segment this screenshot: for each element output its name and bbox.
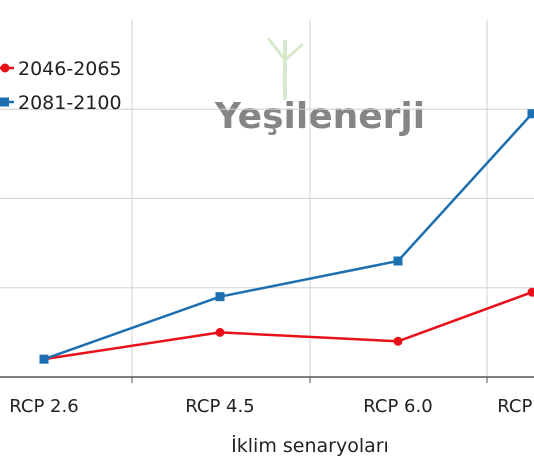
data-point-marker [216,292,225,301]
watermark-logo: Yeşilenerji [214,38,425,137]
x-tick-label: RCP 8.5 [497,396,534,417]
wind-turbine-icon [268,38,303,100]
x-tick-label: RCP 6.0 [363,396,432,417]
series-lines [44,114,532,359]
legend-label: 2081-2100 [18,92,122,114]
x-tick-label: RCP 2.6 [9,396,78,417]
series-markers [40,109,534,363]
data-point-marker [394,256,403,265]
watermark-text: Yeşilenerji [214,96,425,137]
legend: 2046-2065 2081-2100 [0,58,122,114]
series-line-1 [44,114,532,359]
data-point-marker [528,288,534,297]
x-tick-labels: RCP 2.6 RCP 4.5 RCP 6.0 RCP 8.5 [9,396,534,417]
data-point-marker [40,355,49,364]
x-axis-title: İklim senaryoları [231,434,389,457]
series-line-0 [44,292,532,359]
legend-marker [1,64,10,73]
data-point-marker [216,328,225,337]
x-tick-label: RCP 4.5 [185,396,254,417]
data-point-marker [528,109,534,118]
data-point-marker [394,337,403,346]
legend-marker [0,98,9,107]
x-axis [0,377,534,383]
legend-label: 2046-2065 [18,58,122,80]
